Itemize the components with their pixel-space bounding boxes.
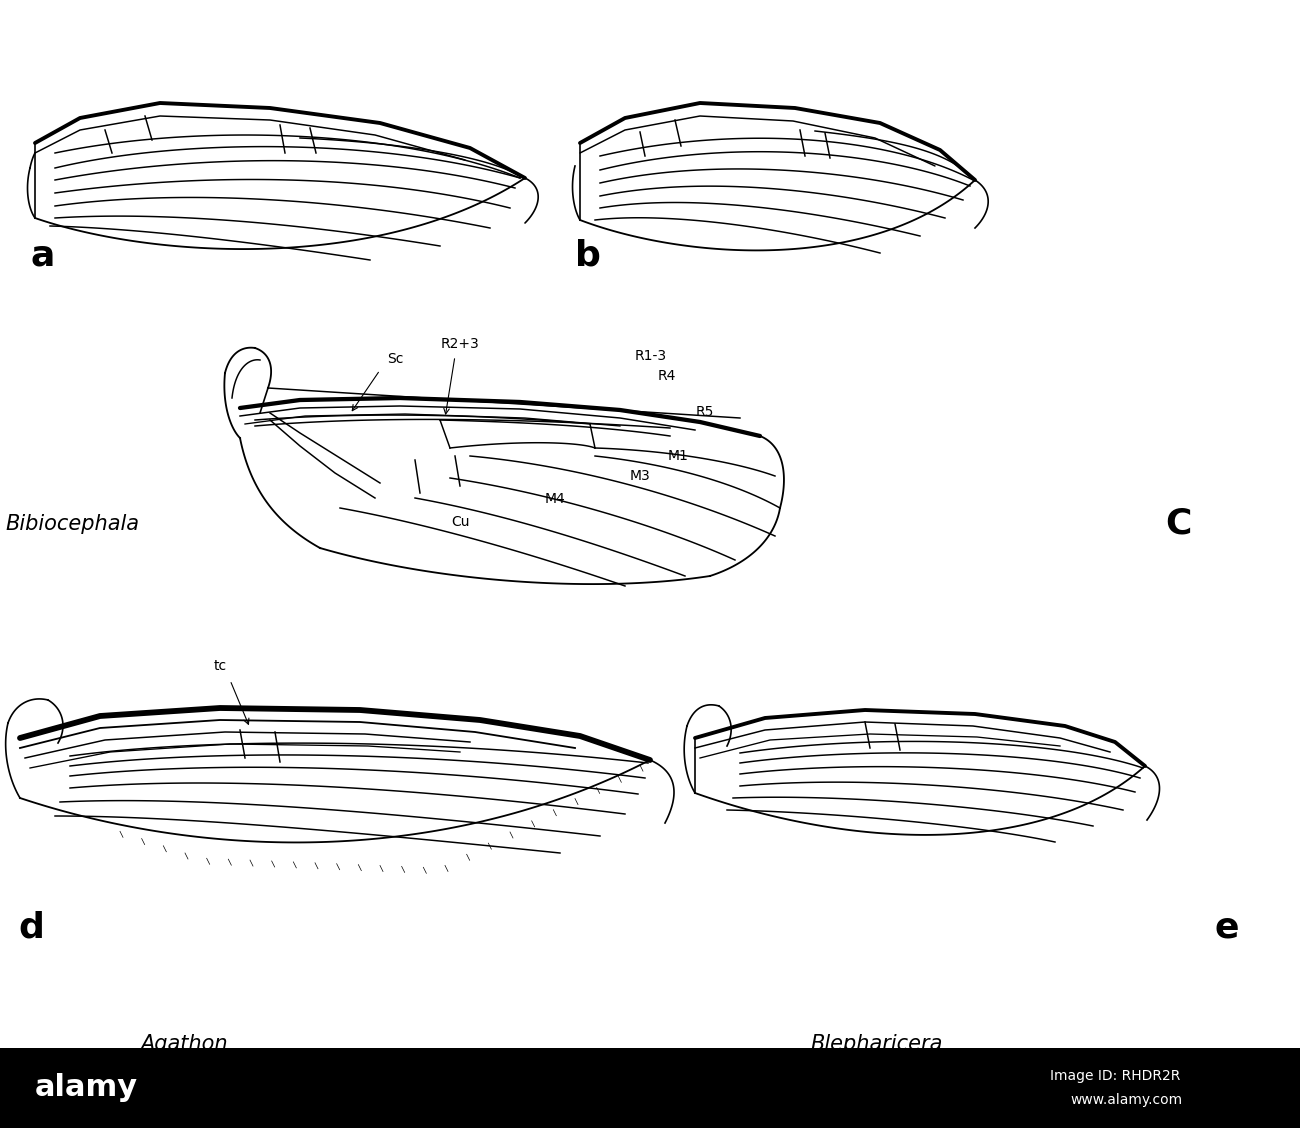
Text: Sc: Sc (387, 352, 403, 365)
Text: e: e (1216, 911, 1239, 945)
Text: Image ID: RHDR2R: Image ID: RHDR2R (1050, 1069, 1180, 1083)
Text: Blepharicera: Blepharicera (810, 1034, 942, 1054)
Text: M3: M3 (630, 469, 651, 483)
Text: d: d (18, 911, 44, 945)
Text: alamy: alamy (35, 1074, 138, 1102)
Text: Cu: Cu (451, 515, 469, 529)
Text: R1-3: R1-3 (634, 349, 667, 363)
Text: Agathon: Agathon (140, 1034, 228, 1054)
Text: b: b (575, 239, 601, 273)
Text: www.alamy.com: www.alamy.com (1070, 1093, 1182, 1107)
Text: C: C (1165, 506, 1191, 540)
Text: a: a (30, 239, 55, 273)
Text: tc: tc (213, 659, 226, 673)
Text: M1: M1 (668, 449, 689, 462)
Text: R5: R5 (696, 405, 715, 418)
Text: Bibiocephala: Bibiocephala (5, 514, 139, 534)
Text: M4: M4 (545, 492, 566, 506)
Text: R2+3: R2+3 (441, 337, 480, 351)
Text: R4: R4 (658, 369, 676, 384)
Bar (0, 1048, 1300, 1128)
